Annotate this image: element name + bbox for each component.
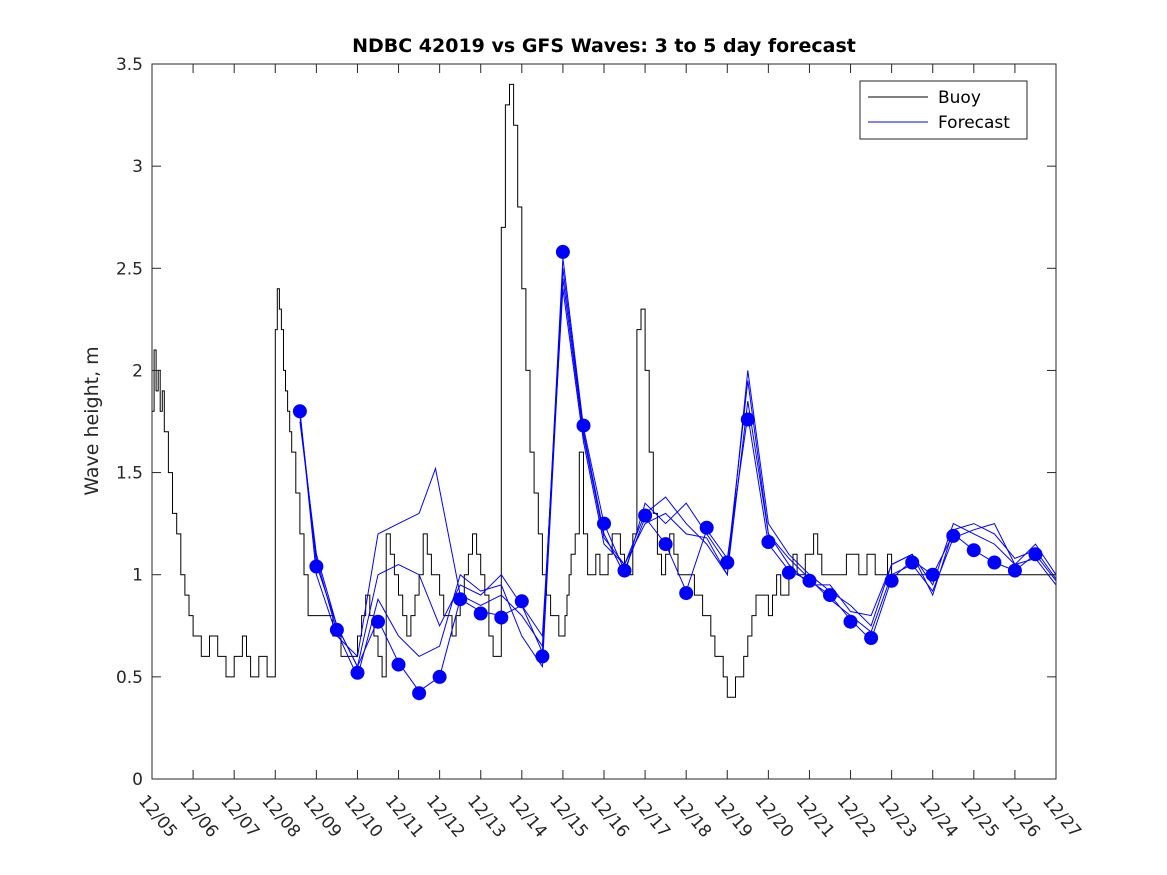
forecast-point: [966, 543, 981, 558]
plot-area: [152, 83, 1056, 701]
forecast-point: [884, 573, 899, 588]
forecast-point: [292, 404, 307, 419]
forecast-point: [720, 555, 735, 570]
legend-box: [859, 80, 1028, 140]
forecast-point: [802, 573, 817, 588]
forecast-point: [699, 520, 714, 535]
forecast-point: [309, 559, 324, 574]
forecast-point: [823, 588, 837, 603]
y-axis-label: Wave height, m: [81, 346, 103, 495]
forecast-point: [905, 555, 920, 570]
forecast-point: [679, 586, 694, 601]
forecast-point: [350, 665, 365, 680]
forecast-run-line-3: [299, 288, 1056, 669]
forecast-point: [535, 649, 550, 664]
forecast-point: [514, 594, 529, 609]
y-tick-label: 3: [132, 157, 143, 177]
forecast-point: [843, 614, 858, 629]
forecast-point: [453, 592, 468, 607]
forecast-point: [371, 614, 385, 629]
forecast-point: [391, 657, 406, 672]
forecast-point: [494, 610, 509, 625]
forecast-point: [864, 631, 879, 645]
y-tick-label: 0.5: [116, 668, 143, 688]
forecast-point: [925, 567, 940, 582]
forecast-run-line-4: [299, 278, 1056, 679]
forecast-point: [740, 412, 755, 427]
forecast-point: [473, 606, 488, 621]
forecast-point: [1028, 547, 1043, 562]
y-tick-label: 1: [132, 566, 143, 586]
chart-title: NDBC 42019 vs GFS Waves: 3 to 5 day fore…: [352, 35, 856, 57]
y-tick-label: 2.5: [116, 259, 143, 279]
legend-forecast-label: Forecast: [938, 113, 1010, 133]
forecast-point: [576, 418, 591, 433]
forecast-point: [761, 535, 776, 549]
y-tick-label: 3.5: [116, 55, 143, 75]
series-group: [152, 83, 1056, 701]
legend-buoy-label: Buoy: [938, 88, 981, 108]
forecast-point: [555, 244, 570, 259]
forecast-point: [781, 565, 796, 580]
legend: Buoy Forecast: [859, 80, 1028, 140]
forecast-point: [638, 508, 653, 523]
y-tick-label: 2: [132, 361, 143, 381]
axes-box: [151, 63, 1057, 780]
y-tick-label: 0: [132, 770, 143, 790]
forecast-point: [329, 622, 344, 637]
buoy-series-line: [152, 83, 1056, 698]
forecast-point: [1007, 563, 1022, 578]
forecast-point: [658, 537, 673, 552]
forecast-point: [597, 516, 611, 531]
forecast-point: [987, 555, 1002, 570]
forecast-point: [412, 686, 427, 701]
forecast-point: [946, 528, 961, 543]
forecast-point: [432, 669, 447, 684]
y-tick-label: 1.5: [116, 464, 143, 484]
y-axis-ticks: 0 0.5 1 1.5 2 2.5 3 3.5: [116, 55, 1056, 790]
forecast-point: [617, 563, 632, 578]
